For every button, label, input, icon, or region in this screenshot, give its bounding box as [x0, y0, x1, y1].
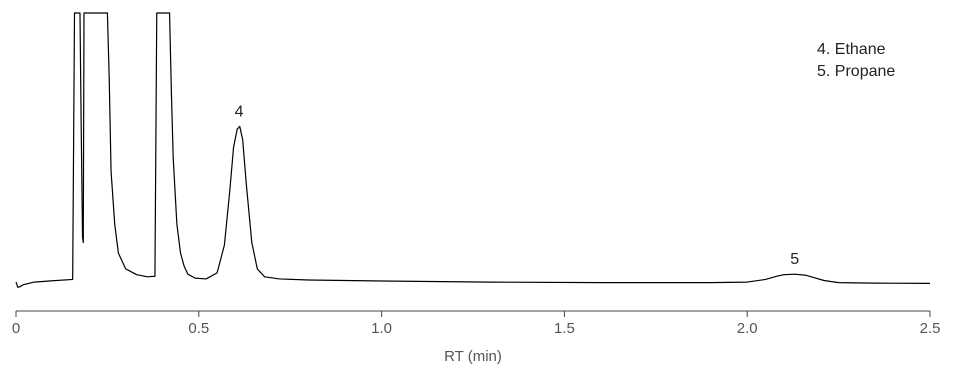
legend: 4. Ethane 5. Propane [817, 41, 895, 80]
x-axis: 0 0.5 1.0 1.5 2.0 2.5 [12, 310, 941, 337]
peak-labels: 45 [235, 103, 800, 268]
legend-entry: 4. Ethane [817, 41, 886, 58]
x-tick-label: 0 [12, 320, 20, 337]
chromatogram-trace-0 [15, 12, 931, 288]
x-tick-label: 2.5 [920, 320, 941, 337]
plot-area [15, 12, 931, 288]
peak-label-5: 5 [790, 251, 799, 268]
x-tick-label: 1.0 [371, 320, 392, 337]
peak-label-4: 4 [235, 103, 244, 120]
x-tick-label: 2.0 [737, 320, 758, 337]
x-tick-label: 1.5 [554, 320, 575, 337]
x-tick-label: 0.5 [188, 320, 209, 337]
x-axis-title: RT (min) [444, 348, 502, 365]
legend-entry: 5. Propane [817, 63, 895, 80]
